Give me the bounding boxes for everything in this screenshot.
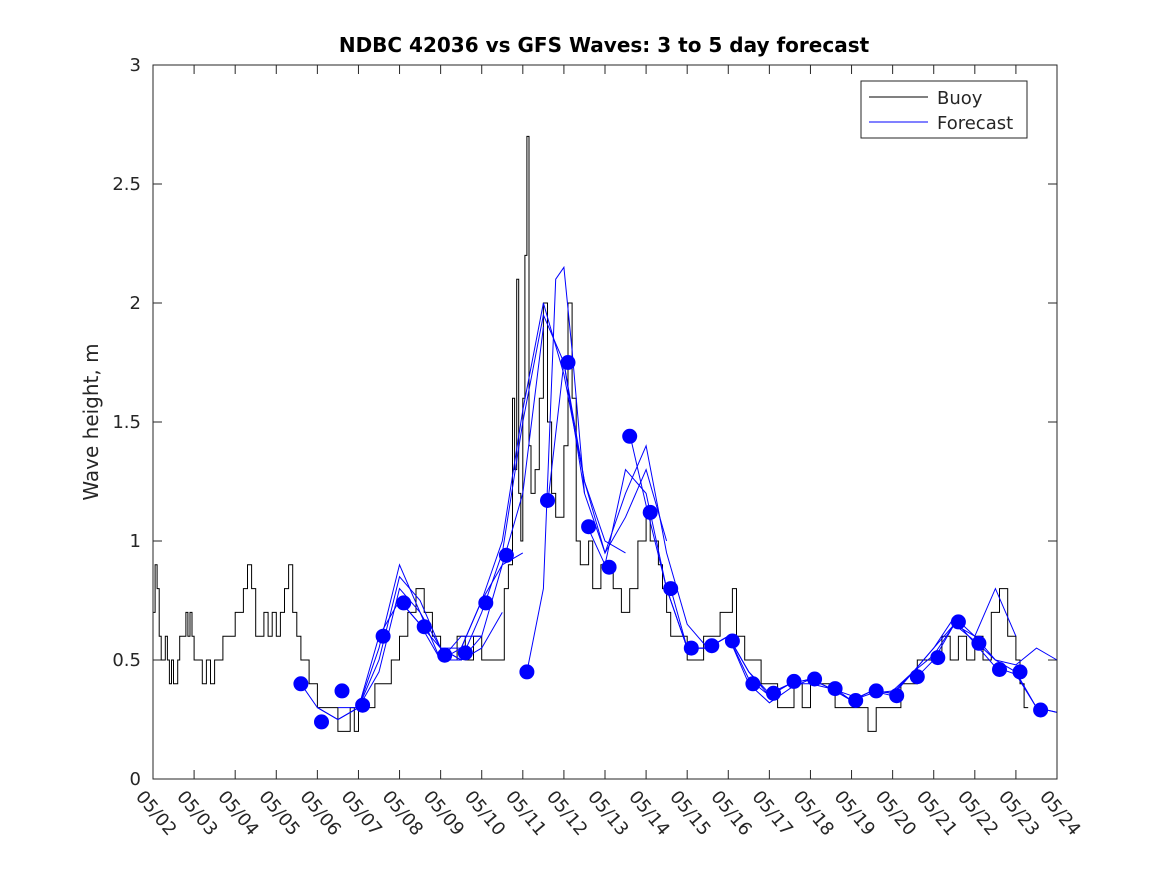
forecast-series-line <box>834 587 1017 702</box>
forecast-point <box>663 581 679 597</box>
forecast-point <box>581 519 597 535</box>
plot-frame <box>152 64 1058 780</box>
chart-title: NDBC 42036 vs GFS Waves: 3 to 5 day fore… <box>339 33 870 57</box>
buoy-series-line <box>153 135 1029 732</box>
y-tick-label: 2 <box>130 293 141 314</box>
forecast-point <box>355 697 371 713</box>
forecast-series-line <box>358 326 544 708</box>
forecast-series-line <box>526 265 668 672</box>
forecast-point <box>971 635 987 651</box>
forecast-point <box>457 645 473 661</box>
y-tick-label: 3 <box>130 55 141 76</box>
y-axis-ticks: 0 0.5 1 1.5 2 2.5 3 <box>112 55 1057 790</box>
legend: Buoy Forecast <box>860 80 1028 139</box>
y-tick-label: 1 <box>130 531 141 552</box>
forecast-series-line <box>876 616 1058 713</box>
forecast-point <box>683 640 699 656</box>
forecast-point <box>930 650 946 666</box>
forecast-point <box>478 595 494 611</box>
forecast-point <box>1012 664 1028 680</box>
forecast-point <box>396 595 412 611</box>
y-tick-label: 0 <box>130 769 141 790</box>
forecast-point <box>601 559 617 575</box>
forecast-point <box>416 619 432 635</box>
legend-box <box>860 80 1028 139</box>
y-axis-label: Wave height, m <box>79 343 103 500</box>
legend-buoy-label: Buoy <box>937 88 983 109</box>
forecast-point <box>807 671 823 687</box>
forecast-point <box>704 638 720 654</box>
forecast-point <box>519 664 535 680</box>
forecast-point <box>786 673 802 689</box>
forecast-point <box>909 669 925 685</box>
forecast-point <box>622 428 638 444</box>
forecast-point <box>992 662 1007 677</box>
forecast-series-line <box>440 302 626 661</box>
forecast-point <box>334 683 350 699</box>
forecast-point <box>724 633 740 649</box>
forecast-point <box>889 688 905 704</box>
forecast-point <box>745 676 761 692</box>
forecast-point <box>868 683 884 699</box>
forecast-point <box>375 628 391 644</box>
y-tick-label: 0.5 <box>112 650 141 671</box>
forecast-point <box>293 676 309 692</box>
forecast-point <box>314 714 329 730</box>
forecast-point <box>560 355 576 370</box>
forecast-point <box>540 493 555 508</box>
forecast-point <box>766 685 781 701</box>
forecast-series-line <box>547 362 729 649</box>
y-tick-label: 2.5 <box>112 174 141 195</box>
forecast-point <box>437 647 453 663</box>
forecast-point <box>848 693 864 708</box>
legend-forecast-label: Forecast <box>937 113 1013 134</box>
y-tick-label: 1.5 <box>112 412 141 433</box>
data-layer <box>153 135 1058 732</box>
forecast-point <box>642 504 658 520</box>
forecast-point <box>1033 702 1049 718</box>
forecast-point <box>950 614 966 630</box>
forecast-point <box>498 547 514 563</box>
forecast-point <box>827 681 843 697</box>
